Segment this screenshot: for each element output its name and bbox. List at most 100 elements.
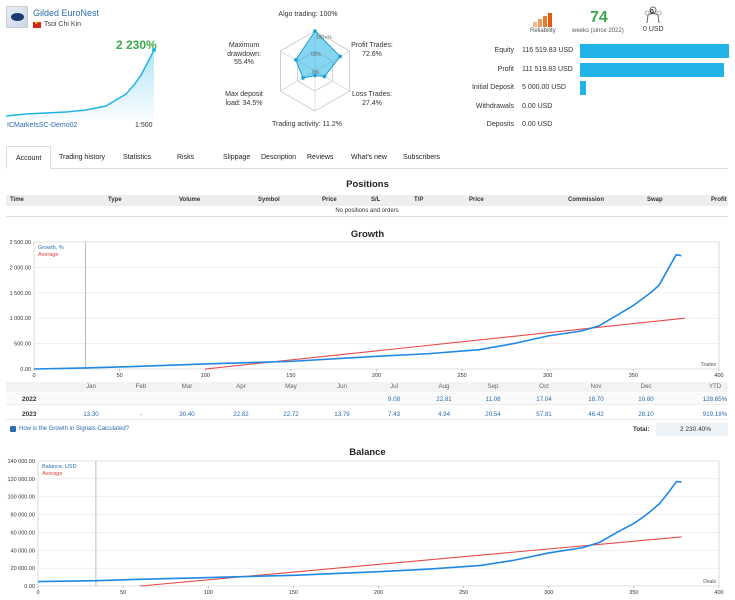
balance-title: Balance: [349, 447, 386, 458]
chart-frame: [37, 460, 720, 587]
positions-col-4: Price: [322, 197, 337, 203]
x-tick-label: 250: [459, 590, 468, 596]
year-cell: 22.81: [436, 396, 452, 403]
month-aug: Aug: [438, 383, 450, 390]
growth-title: Growth: [350, 229, 385, 240]
positions-col-5: S/L: [371, 197, 381, 203]
tab-subscribers[interactable]: Subscribers: [403, 154, 440, 161]
tab-trading-history[interactable]: Trading history: [59, 154, 106, 161]
month-nov: Nov: [590, 383, 602, 390]
weeks-value: 74: [590, 9, 608, 26]
total-label: Total:: [633, 426, 650, 433]
x-tick-label: 350: [629, 373, 638, 378]
signal-avatar: [6, 6, 28, 28]
positions-empty: No positions and orders: [6, 206, 728, 217]
year-cell: 22.82: [233, 411, 249, 418]
positions-col-10: Profit: [711, 197, 727, 203]
stat-bar: [580, 44, 729, 58]
year-cell: 57.81: [536, 411, 552, 418]
year-row: [6, 408, 728, 420]
weeks-label: weeks (since 2022): [572, 28, 624, 34]
tab-slippage[interactable]: Slippage: [223, 154, 251, 161]
stat-label: Equity: [494, 47, 514, 54]
radar-deposit-label: Max deposit load: 34.5%: [225, 91, 263, 107]
x-axis-unit: Deals: [703, 579, 716, 585]
month-apr: Apr: [236, 383, 246, 390]
positions-col-3: Symbol: [258, 197, 280, 203]
x-tick-label: 50: [117, 373, 123, 378]
y-tick-label: 0.00: [24, 584, 35, 590]
y-tick-label: 120 000.00: [7, 477, 35, 483]
legend-series: Growth, %: [38, 245, 64, 251]
tab-description[interactable]: Description: [261, 154, 297, 161]
y-tick-label: 1 000.00: [10, 316, 31, 322]
series-line: [33, 253, 682, 370]
stat-bar: [580, 62, 725, 77]
year-cell: 13.79: [334, 411, 350, 418]
growth-calc-link[interactable]: How is the Growth in Signals Calculated?: [19, 426, 130, 432]
tab-what-s-new[interactable]: What's new: [351, 154, 387, 161]
radar-ring-mid: 50%: [311, 52, 322, 58]
y-tick-label: 80 000.00: [11, 513, 35, 519]
x-tick-label: 300: [544, 590, 553, 596]
year-cell: 20.54: [485, 411, 501, 418]
subscribers-count: 0: [650, 9, 654, 16]
legend-series: Balance, USD: [42, 464, 77, 470]
radar-point: [322, 74, 327, 79]
leverage-value: 1:500: [135, 122, 153, 129]
author-name[interactable]: Tsoi Chi Kin: [44, 21, 81, 28]
year-cell: 30.40: [179, 411, 195, 418]
radar-chart: 100+% 50% 0%: [280, 29, 350, 112]
signal-name-link[interactable]: Gilded EuroNest: [33, 8, 100, 18]
tab-account[interactable]: Account: [6, 146, 52, 169]
x-axis-unit: Trades: [701, 362, 717, 368]
year-cell: 46.42: [588, 411, 604, 418]
info-icon: [10, 426, 16, 432]
tab-reviews[interactable]: Reviews: [307, 154, 334, 161]
radar-ring-inner: 0%: [312, 70, 320, 76]
year-cell: 28.10: [638, 411, 654, 418]
x-tick-label: 200: [374, 590, 383, 596]
y-tick-label: 140 000.00: [7, 459, 35, 465]
legend-average: Average: [42, 471, 62, 477]
subscribers-icon: [644, 6, 662, 24]
year-cell: 17.04: [536, 396, 552, 403]
mini-growth-chart: [6, 48, 156, 120]
positions-title: Positions: [346, 179, 389, 190]
stat-label: Profit: [497, 65, 514, 73]
broker-link[interactable]: ICMarketsSC-Demo02: [7, 122, 78, 129]
x-tick-label: 0: [32, 373, 35, 378]
x-tick-label: 400: [714, 590, 723, 596]
yearly-growth-table: Jan Feb Mar Apr May Jun Jul Aug Sep Oct Nov Dec YTD 2…: [6, 380, 728, 423]
x-tick-label: 300: [543, 373, 552, 378]
radar-point: [338, 54, 342, 59]
month-feb: Feb: [135, 383, 147, 390]
month-mar: Mar: [181, 383, 193, 390]
y-tick-label: 40 000.00: [11, 548, 35, 554]
month-sep: Sep: [487, 383, 499, 390]
growth-chart: 2 500.00 2 000.00 1 500.00 1 000.00 500.00 0.…: [0, 238, 735, 378]
y-tick-label: 1 500.00: [10, 291, 31, 297]
reliability-label: Reliability: [530, 28, 556, 34]
year-row: [6, 393, 728, 405]
month-jan: Jan: [86, 383, 96, 390]
tab-risks[interactable]: Risks: [177, 154, 195, 161]
radar-point: [313, 29, 317, 33]
x-tick-label: 150: [289, 590, 298, 596]
y-tick-label: 2 500.00: [10, 240, 31, 246]
positions-col-6: T/P: [414, 197, 424, 203]
x-tick-label: 150: [286, 373, 295, 378]
year-cell: 4.94: [437, 411, 451, 418]
stat-value: 0.00 USD: [522, 121, 553, 128]
month-oct: Oct: [539, 383, 549, 390]
month-dec: Dec: [640, 383, 652, 390]
year-cell: -: [139, 411, 143, 418]
tab-statistics[interactable]: Statistics: [123, 154, 152, 161]
year-cell: 7.43: [387, 411, 401, 418]
positions-col-1: Type: [108, 197, 122, 203]
growth-value: 2 230%: [116, 38, 157, 52]
positions-col-8: Commission: [568, 197, 605, 203]
stat-label: Deposits: [486, 121, 514, 128]
year-cell: 919.19%: [702, 411, 728, 418]
stat-label: Initial Deposit: [471, 84, 514, 91]
